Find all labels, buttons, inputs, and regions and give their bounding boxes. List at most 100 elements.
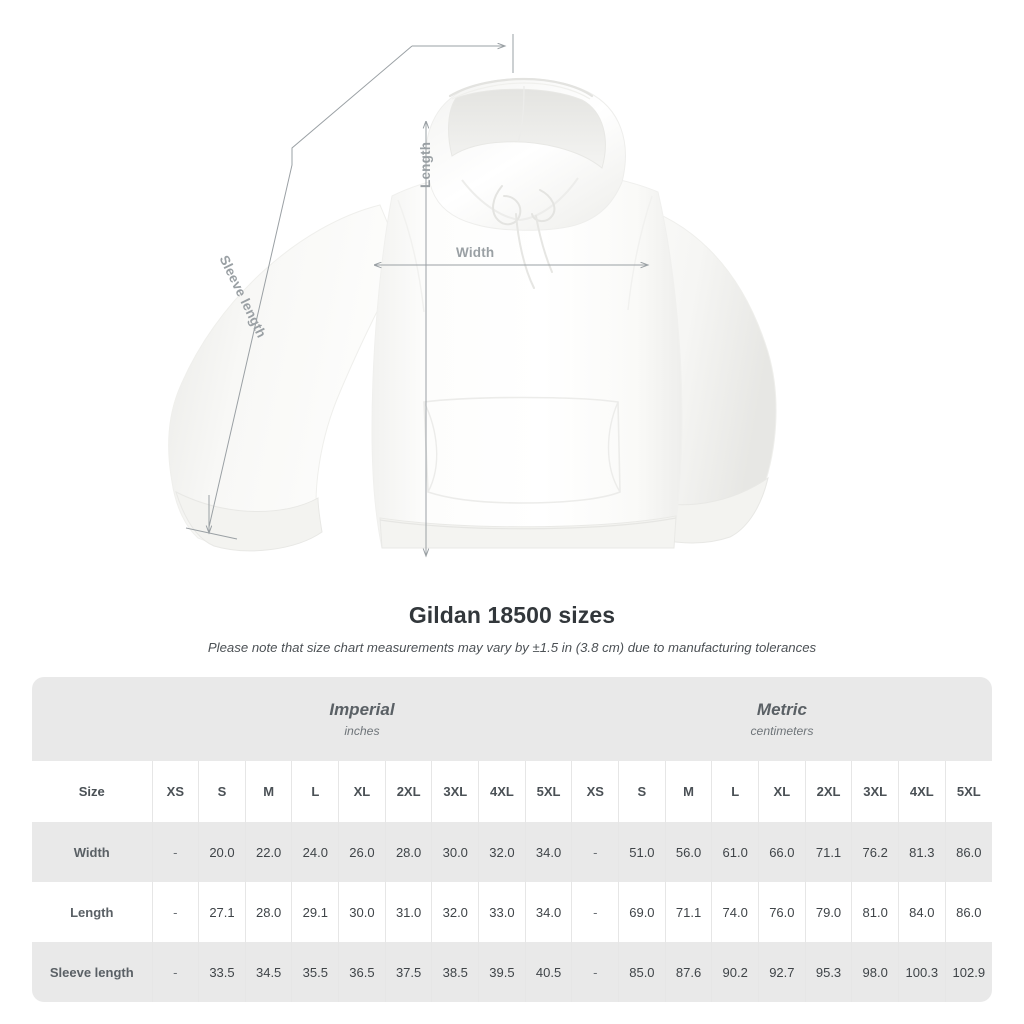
cell-sleeve-length-imperial-3xl: 38.5 [431, 942, 480, 1002]
cell-width-imperial-5xl: 34.0 [525, 822, 573, 882]
cell-sleeve-length-metric-xl: 92.7 [758, 942, 806, 1002]
size-header-imperial-xl: XL [338, 761, 386, 822]
cell-length-imperial-xl: 30.0 [338, 882, 386, 942]
sleeve-measure-path [208, 45, 413, 528]
size-chart-table: Imperial inches Metric centimeters Size XS S M L… [32, 677, 992, 1002]
empty-value: - [173, 964, 178, 980]
cell-width-imperial-2xl: 28.0 [385, 822, 433, 882]
cell-width-imperial-s: 20.0 [198, 822, 246, 882]
group-header-row: Imperial inches Metric centimeters [32, 677, 992, 761]
cell-width-metric-m: 56.0 [665, 822, 713, 882]
cell-sleeve-length-imperial-4xl: 39.5 [478, 942, 526, 1002]
cell-width-imperial-4xl: 32.0 [478, 822, 526, 882]
cell-width-metric-s: 51.0 [618, 822, 666, 882]
empty-value: - [173, 844, 178, 860]
cell-sleeve-length-metric-l: 90.2 [711, 942, 760, 1002]
cell-length-metric-m: 71.1 [665, 882, 713, 942]
title-block: Gildan 18500 sizes Please note that size… [0, 580, 1024, 655]
cell-width-metric-3xl: 76.2 [851, 822, 899, 882]
cell-sleeve-length-metric-s: 85.0 [618, 942, 666, 1002]
cell-length-imperial-m: 28.0 [245, 882, 293, 942]
size-header-imperial-5xl: 5XL [525, 761, 573, 822]
cell-width-imperial-xl: 26.0 [338, 822, 386, 882]
cell-width-imperial-3xl: 30.0 [431, 822, 480, 882]
table-row: Sleeve length - 33.5 34.5 35.5 36.5 37.5 38.5 39… [32, 942, 992, 1002]
cell-length-imperial-5xl: 34.0 [525, 882, 573, 942]
size-header-imperial-3xl: 3XL [431, 761, 480, 822]
empty-value: - [593, 904, 598, 920]
cell-sleeve-length-imperial-s: 33.5 [198, 942, 246, 1002]
size-column-header: Size [32, 761, 153, 822]
cell-sleeve-length-metric-5xl: 102.9 [945, 942, 992, 1002]
cell-sleeve-length-imperial-xs: - [152, 942, 200, 1002]
size-header-metric-l: L [711, 761, 760, 822]
size-header-metric-4xl: 4XL [898, 761, 946, 822]
measurement-annotations [185, 34, 1024, 580]
cell-sleeve-length-metric-xs: - [571, 942, 620, 1002]
cell-width-metric-4xl: 81.3 [898, 822, 946, 882]
cell-length-metric-xl: 76.0 [758, 882, 806, 942]
cell-length-imperial-2xl: 31.0 [385, 882, 433, 942]
sleeve-bottom-tick [185, 527, 238, 540]
cell-width-imperial-l: 24.0 [291, 822, 340, 882]
cell-sleeve-length-imperial-5xl: 40.5 [525, 942, 573, 1002]
size-header-imperial-l: L [291, 761, 340, 822]
size-header-metric-m: M [665, 761, 713, 822]
size-header-metric-s: S [618, 761, 666, 822]
group-header-imperial: Imperial inches [152, 677, 572, 761]
width-label: Width [456, 245, 495, 260]
size-header-metric-5xl: 5XL [945, 761, 992, 822]
cell-length-metric-s: 69.0 [618, 882, 666, 942]
table-row: Width - 20.0 22.0 24.0 26.0 28.0 30.0 32.0 34.0 - 5… [32, 822, 992, 882]
group-header-metric: Metric centimeters [571, 677, 992, 761]
group-unit: inches [344, 723, 380, 738]
size-header-imperial-4xl: 4XL [478, 761, 526, 822]
cell-sleeve-length-metric-4xl: 100.3 [898, 942, 946, 1002]
cell-length-metric-xs: - [571, 882, 620, 942]
size-header-metric-xs: XS [571, 761, 620, 822]
cell-length-imperial-3xl: 32.0 [431, 882, 480, 942]
cell-length-metric-5xl: 86.0 [945, 882, 992, 942]
cell-sleeve-length-imperial-l: 35.5 [291, 942, 340, 1002]
size-header-metric-3xl: 3XL [851, 761, 899, 822]
size-header-imperial-s: S [198, 761, 246, 822]
cell-length-metric-4xl: 84.0 [898, 882, 946, 942]
row-label-sleeve-length: Sleeve length [32, 942, 153, 1002]
tolerance-note: Please note that size chart measurements… [207, 640, 817, 655]
empty-value: - [173, 904, 178, 920]
group-header-spacer [32, 677, 152, 761]
row-label-length: Length [32, 882, 153, 942]
empty-value: - [593, 964, 598, 980]
cell-width-imperial-xs: - [152, 822, 200, 882]
cell-length-metric-l: 74.0 [711, 882, 760, 942]
cell-width-metric-5xl: 86.0 [945, 822, 992, 882]
group-name: Metric [756, 700, 807, 720]
cell-length-imperial-s: 27.1 [198, 882, 246, 942]
cell-width-imperial-m: 22.0 [245, 822, 293, 882]
cell-sleeve-length-metric-m: 87.6 [665, 942, 713, 1002]
cell-width-metric-xl: 66.0 [758, 822, 806, 882]
table-row: Length - 27.1 28.0 29.1 30.0 31.0 32.0 33.0 34.0 -… [32, 882, 992, 942]
cell-sleeve-length-imperial-m: 34.5 [245, 942, 293, 1002]
cell-length-metric-2xl: 79.0 [805, 882, 853, 942]
size-chart-container: Imperial inches Metric centimeters Size XS S M L… [32, 677, 992, 1002]
cell-length-imperial-l: 29.1 [291, 882, 340, 942]
cell-width-metric-2xl: 71.1 [805, 822, 853, 882]
size-header-metric-xl: XL [758, 761, 806, 822]
size-header-imperial-m: M [245, 761, 293, 822]
group-unit: centimeters [750, 723, 814, 738]
group-name: Imperial [329, 700, 395, 720]
cell-length-imperial-xs: - [152, 882, 200, 942]
row-label-width: Width [32, 822, 153, 882]
size-header-row: Size XS S M L XL 2XL 3XL 4XL 5XL XS S M L XL 2XL 3XL 4XL 5… [32, 761, 992, 822]
cell-length-imperial-4xl: 33.0 [478, 882, 526, 942]
cell-sleeve-length-imperial-xl: 36.5 [338, 942, 386, 1002]
cell-length-metric-3xl: 81.0 [851, 882, 899, 942]
cell-width-metric-l: 61.0 [711, 822, 760, 882]
size-header-imperial-xs: XS [152, 761, 200, 822]
size-header-metric-2xl: 2XL [805, 761, 853, 822]
cell-sleeve-length-imperial-2xl: 37.5 [385, 942, 433, 1002]
cell-sleeve-length-metric-3xl: 98.0 [851, 942, 899, 1002]
page-title: Gildan 18500 sizes [408, 602, 616, 628]
product-diagram: Width Length Sleeve length [168, 34, 1024, 580]
